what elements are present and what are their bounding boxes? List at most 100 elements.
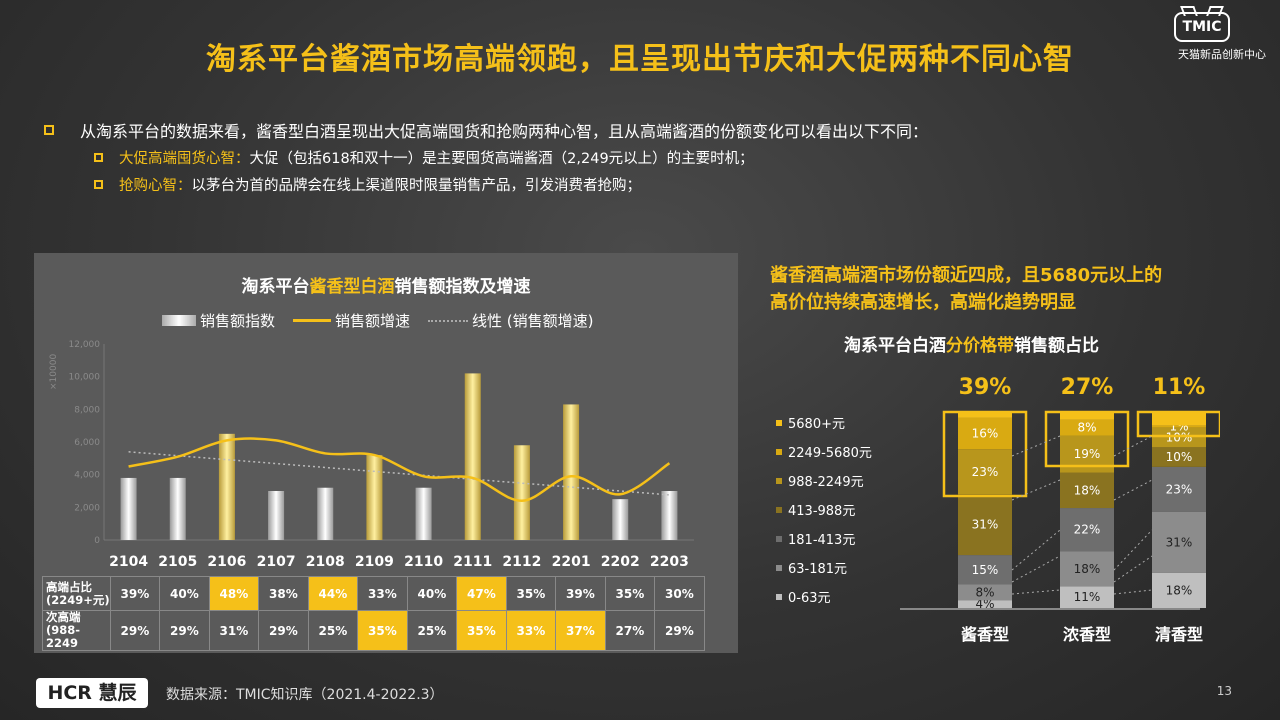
bar-sales-index	[612, 499, 629, 540]
legend-swatch	[776, 565, 782, 571]
right-headline-line2: 高价位持续高速增长，高端化趋势明显	[770, 292, 1076, 313]
segment-label: 31%	[972, 518, 999, 532]
segment-label: 22%	[1074, 523, 1101, 537]
y-tick-label: 2,000	[74, 503, 100, 513]
bar-sales-index	[268, 491, 285, 540]
segment-label: 18%	[1166, 583, 1193, 597]
top-share-label: 27%	[1061, 375, 1114, 400]
row-header-line: 次高端	[46, 610, 81, 624]
tmic-subtitle: 天猫新品创新中心	[1178, 48, 1266, 61]
table-cell: 29%	[258, 610, 309, 651]
hcr-logo: HCR 慧辰	[36, 678, 148, 708]
bullet-main-text: 从淘系平台的数据来看，酱香型白酒呈现出大促高端囤货和抢购两种心智，且从高端酱酒的…	[80, 122, 929, 141]
table-cell: 35%	[505, 576, 557, 611]
row-header-high: 高端占比 (2249+元)	[42, 576, 111, 611]
stacked-segment	[1060, 551, 1114, 587]
table-cell: 39%	[109, 576, 161, 611]
x-tick-label: 2109	[355, 554, 394, 570]
table-cell: 38%	[258, 576, 309, 611]
x-tick-label: 2107	[257, 554, 296, 570]
data-source: 数据来源：TMIC知识库（2021.4-2022.3）	[166, 687, 444, 703]
segment-label: 18%	[1074, 562, 1101, 576]
bullet-sub-2: 抢购心智： 以茅台为首的品牌会在线上渠道限时限量销售产品，引发消费者抢购；	[94, 174, 641, 195]
bar-sales-index	[661, 491, 678, 540]
legend-label: 181-413元	[788, 533, 855, 548]
row-header-line: 高端占比	[46, 579, 92, 594]
right-chart-title-post: 销售额占比	[1014, 336, 1099, 356]
right-headline: 酱香酒高端酒市场份额近四成，且5680元以上的 高价位持续高速增长，高端化趋势明…	[770, 262, 1162, 316]
bar-sales-index	[415, 487, 432, 540]
bullet-sub-2-label: 抢购心智：	[119, 178, 192, 194]
legend-label-index: 销售额指数	[200, 312, 276, 330]
row-header-line: (988-2249	[46, 623, 81, 650]
connector-line	[1113, 529, 1153, 571]
legend-label: 988-2249元	[788, 475, 864, 490]
legend-label: 413-988元	[788, 504, 855, 519]
stacked-segment	[1152, 427, 1206, 448]
category-label: 清香型	[1155, 625, 1203, 644]
legend-label: 5680+元	[788, 417, 845, 432]
bullet-main: 从淘系平台的数据来看，酱香型白酒呈现出大促高端囤货和抢购两种心智，且从高端酱酒的…	[44, 118, 928, 142]
left-legend: 销售额指数 销售额增速 线性 (销售额增速)	[162, 310, 594, 331]
x-tick-label: 2108	[306, 554, 345, 570]
bar-sales-index	[120, 477, 137, 540]
stacked-segment	[958, 494, 1012, 556]
square-bullet-icon	[44, 125, 54, 135]
stacked-segment	[1152, 572, 1206, 608]
top-share-label: 11%	[1153, 375, 1206, 400]
row-header-sub: 次高端 (988-2249	[42, 610, 111, 651]
left-chart-title-hl: 酱香型白酒	[309, 277, 395, 297]
x-tick-label: 2106	[207, 554, 246, 570]
stacked-segment	[958, 449, 1012, 495]
right-headline-line1: 酱香酒高端酒市场份额近四成，且5680元以上的	[770, 265, 1163, 286]
bar-sales-index	[563, 404, 580, 540]
table-row: 次高端 (988-2249 29% 29% 31% 29% 25% 35% 25% 35% 33%…	[42, 610, 705, 651]
left-chart-title-pre: 淘系平台	[241, 277, 310, 297]
stacked-segment	[1060, 472, 1114, 509]
x-tick-label: 2202	[601, 554, 640, 570]
legend-label: 0-63元	[788, 591, 831, 606]
top-share-label: 39%	[959, 375, 1012, 400]
category-label: 浓香型	[1063, 625, 1111, 644]
segment-label: 18%	[1074, 483, 1101, 497]
legend-label: 2249-5680元	[788, 446, 872, 461]
segment-label: 8%	[1077, 421, 1096, 435]
page-title: 淘系平台酱酒市场高端领跑，且呈现出节庆和大促两种不同心智	[206, 42, 1074, 77]
y-tick-label: 6,000	[74, 438, 100, 448]
left-chart-title: 淘系平台酱香型白酒销售额指数及增速	[34, 272, 738, 297]
x-tick-label: 2111	[453, 554, 492, 570]
stacked-segment	[958, 600, 1012, 608]
legend-trend-swatch	[428, 319, 469, 322]
right-chart-title-hl: 分价格带	[946, 336, 1014, 356]
highlight-box	[1136, 410, 1220, 438]
table-cell: 33%	[505, 610, 557, 651]
table-cell: 29%	[109, 610, 161, 651]
bar-sales-index	[366, 455, 383, 540]
table-cell: 33%	[357, 576, 408, 611]
stacked-segment	[958, 584, 1012, 601]
table-cell: 25%	[307, 610, 359, 651]
table-cell: 47%	[456, 576, 507, 611]
stacked-segment	[958, 417, 1012, 450]
stacked-segment	[1152, 412, 1206, 426]
segment-label: 31%	[1166, 535, 1193, 549]
y-tick-label: 0	[94, 536, 100, 546]
square-bullet-icon	[94, 153, 103, 162]
bullet-sub-1-label: 大促高端囤货心智：	[119, 151, 250, 167]
legend-label-trend: 线性 (销售额增速)	[472, 312, 594, 330]
bullet-sub-2-text: 以茅台为首的品牌会在线上渠道限时限量销售产品，引发消费者抢购；	[191, 178, 642, 194]
x-tick-label: 2105	[158, 554, 197, 570]
table-cell: 39%	[555, 576, 606, 611]
y-tick-label: 10,000	[69, 373, 101, 383]
stacked-segment	[958, 555, 1012, 585]
y-tick-label: 8,000	[74, 405, 100, 415]
stacked-segment	[1060, 586, 1114, 608]
table-cell: 35%	[357, 610, 408, 651]
segment-label: 10%	[1166, 430, 1193, 444]
stacked-segment	[958, 412, 1012, 418]
legend-bar-swatch	[162, 315, 196, 326]
left-chart-svg: 12,000 10,000 8,000 6,000 4,000 2,000 0 ×10000 2…	[49, 340, 694, 570]
bullet-sub-1: 大促高端囤货心智： 大促（包括618和双十一）是主要囤货高端酱酒（2,249元以…	[94, 147, 754, 168]
table-cell: 29%	[159, 610, 210, 651]
table-cell: 31%	[208, 610, 260, 651]
